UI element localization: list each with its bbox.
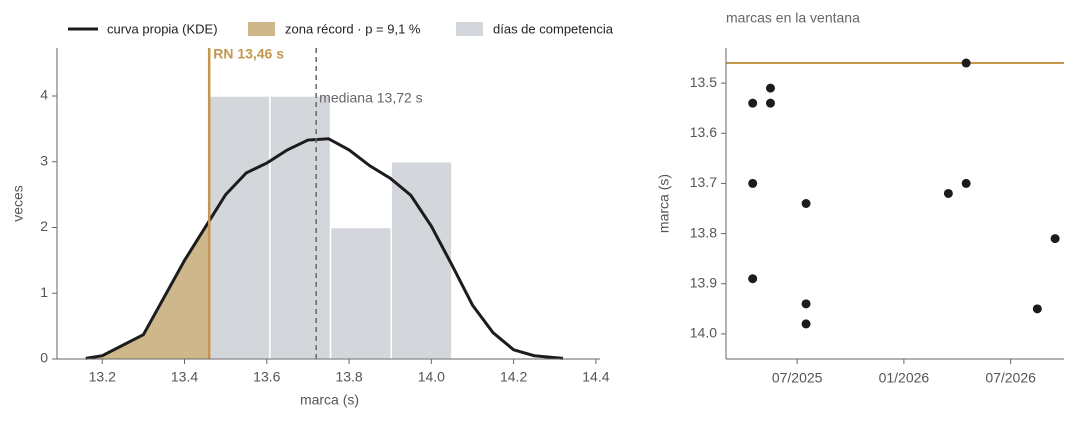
y-tick-label: 13.7 [690,174,717,190]
point [748,274,758,284]
record-label: RN 13,46 s [213,46,284,62]
point [801,299,811,309]
x-tick-label: 01/2026 [879,370,930,386]
x-tick-label: 13.2 [89,369,116,385]
legend-label: curva propia (KDE) [107,21,218,36]
y-tick-label: 1 [40,284,48,300]
record-zone [85,220,210,359]
x-tick-label: 13.8 [335,369,362,385]
y-axis-label: marca (s) [656,174,672,233]
y-tick-label: 13.8 [690,224,717,240]
y-tick-label: 0 [40,350,48,366]
y-tick-label: 14.0 [690,325,717,341]
point [765,83,775,93]
legend-label: días de competencia [493,21,614,36]
point [801,199,811,208]
bar [269,95,332,360]
x-tick-label: 13.4 [171,369,198,385]
y-tick-label: 13.6 [690,124,717,140]
point [961,178,971,188]
median-label: mediana 13,72 s [319,90,423,106]
x-tick-label: 14.2 [500,369,527,385]
kde-curve [85,137,564,360]
x-tick-label: 14.4 [582,369,609,385]
legend-label: zona récord · p = 9,1 % [285,21,421,36]
point [801,319,811,329]
x-tick-label: 07/2025 [772,370,823,386]
y-tick-label: 13.5 [690,74,717,90]
y-tick-label: 13.9 [690,274,717,290]
x-tick-label: 07/2026 [985,370,1036,386]
bar [390,160,453,360]
y-tick-label: 3 [40,152,48,168]
y-tick-label: 4 [40,87,48,103]
chart-title: marcas en la ventana [726,10,860,26]
y-axis-label: veces [10,185,26,222]
point [943,188,953,198]
point [1032,304,1042,314]
point [961,58,971,68]
legend-swatch [456,22,483,36]
point [765,98,775,108]
bar [329,226,392,360]
x-tick-label: 13.6 [253,369,280,385]
point [748,178,758,188]
point [1050,234,1060,244]
point [748,98,758,108]
y-tick-label: 2 [40,218,48,234]
x-tick-label: 14.0 [418,369,445,385]
bar [208,95,271,360]
x-axis-label: marca (s) [300,392,359,408]
legend-swatch [248,22,275,36]
